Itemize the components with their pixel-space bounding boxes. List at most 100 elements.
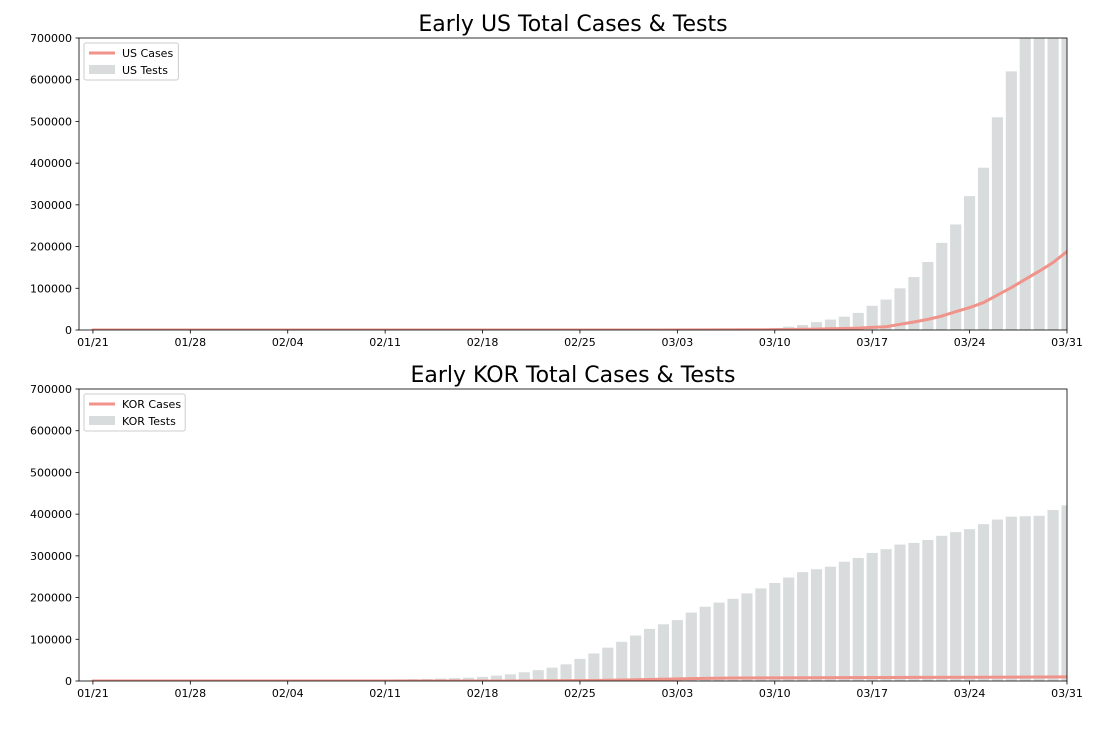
kor-x-tick-label: 02/25 <box>564 687 596 700</box>
us-x-tick-label: 01/21 <box>77 336 109 349</box>
us-tests-bar <box>977 167 990 330</box>
us-plot-area <box>91 38 1067 330</box>
us-tests-bar <box>1061 38 1067 330</box>
us-y-tick-label: 500000 <box>30 115 72 128</box>
us-tests-bar <box>1005 71 1017 330</box>
kor-tests-bar <box>977 524 990 681</box>
kor-tests-bar <box>797 572 809 681</box>
us-tests-bar <box>852 312 864 330</box>
us-x-tick-label: 03/17 <box>856 336 888 349</box>
kor-tests-bar <box>741 593 753 681</box>
kor-tests-bar <box>880 549 892 681</box>
kor-tests-bar <box>630 635 642 681</box>
kor-chart-panel: Early KOR Total Cases & Tests 0 100000 200… <box>30 363 1083 700</box>
kor-tests-bar <box>463 677 475 681</box>
us-x-tick-label: 02/25 <box>564 336 596 349</box>
kor-tests-bar <box>908 542 920 681</box>
kor-x-tick-label: 02/11 <box>369 687 401 700</box>
kor-tests-bar <box>866 552 878 681</box>
us-legend-tests-swatch <box>89 65 115 74</box>
us-legend-cases-label: US Cases <box>122 47 173 60</box>
us-y-tick-label: 300000 <box>30 199 72 212</box>
us-tests-bar <box>880 299 892 330</box>
us-x-tick-label: 03/24 <box>954 336 986 349</box>
us-tests-bar <box>838 316 850 330</box>
kor-chart-title: Early KOR Total Cases & Tests <box>411 363 736 388</box>
kor-x-tick-label: 03/03 <box>662 687 694 700</box>
kor-tests-bar <box>950 532 962 681</box>
kor-x-tick-label: 03/10 <box>759 687 791 700</box>
kor-tests-bar <box>616 641 628 681</box>
us-chart-panel: Early US Total Cases & Tests 0 100000 2000… <box>30 12 1083 349</box>
kor-y-tick-label: 500000 <box>30 466 72 479</box>
us-y-tick-label: 700000 <box>30 32 72 45</box>
kor-legend-cases-label: KOR Cases <box>122 398 181 411</box>
kor-tests-bar <box>574 658 586 681</box>
us-tests-bar <box>866 305 878 330</box>
us-tests-bar <box>824 319 836 330</box>
us-y-tick-label: 600000 <box>30 74 72 87</box>
kor-x-tick-label: 01/28 <box>174 687 206 700</box>
kor-x-tick-label: 03/31 <box>1051 687 1083 700</box>
kor-tests-bar <box>546 667 558 681</box>
kor-tests-bar <box>1005 516 1017 681</box>
us-x-tick-label: 03/10 <box>759 336 791 349</box>
kor-tests-bar <box>1019 516 1031 681</box>
kor-legend-tests-label: KOR Tests <box>122 415 176 428</box>
us-x-tick-label: 01/28 <box>174 336 206 349</box>
kor-tests-bar <box>560 664 572 681</box>
us-y-tick-label: 100000 <box>30 282 72 295</box>
kor-tests-bar <box>588 653 600 681</box>
kor-tests-bar <box>490 675 503 681</box>
us-tests-bar <box>1019 38 1031 330</box>
kor-tests-bar <box>852 557 864 681</box>
us-tests-bar <box>991 117 1003 330</box>
kor-tests-bar <box>518 672 530 681</box>
kor-tests-bar <box>964 529 976 681</box>
us-legend-tests-label: US Tests <box>122 64 168 77</box>
kor-tests-bar <box>991 519 1003 681</box>
us-legend: US Cases US Tests <box>83 42 179 81</box>
us-x-tick-label: 02/04 <box>272 336 304 349</box>
kor-tests-bar <box>838 561 850 681</box>
kor-tests-bar <box>769 582 781 681</box>
kor-y-tick-label: 300000 <box>30 550 72 563</box>
kor-tests-bar <box>1033 515 1045 681</box>
kor-tests-bar <box>699 606 711 681</box>
kor-y-tick-label: 700000 <box>30 383 72 396</box>
kor-tests-bar <box>657 624 670 681</box>
us-y-tick-label: 200000 <box>30 241 72 254</box>
kor-legend: KOR Cases KOR Tests <box>83 393 186 432</box>
us-tests-bar <box>1047 38 1059 330</box>
kor-x-tick-label: 03/17 <box>856 687 888 700</box>
us-x-tick-label: 02/11 <box>369 336 401 349</box>
kor-x-tick-label: 03/24 <box>954 687 986 700</box>
us-tests-bar <box>950 224 962 330</box>
kor-tests-bar <box>671 620 683 681</box>
kor-axes-frame <box>78 388 1068 682</box>
kor-tests-bar <box>713 602 725 681</box>
kor-tests-bar <box>602 647 614 681</box>
kor-y-tick-label: 600000 <box>30 425 72 438</box>
us-tests-bar <box>894 288 906 330</box>
us-x-tick-label: 02/18 <box>467 336 499 349</box>
us-tests-bar <box>797 324 809 330</box>
us-y-tick-label: 400000 <box>30 157 72 170</box>
us-y-tick-label: 0 <box>65 324 72 337</box>
kor-x-tick-label: 01/21 <box>77 687 109 700</box>
kor-tests-bar <box>936 535 948 681</box>
kor-tests-bar <box>810 569 823 681</box>
kor-legend-tests-swatch <box>89 416 115 425</box>
kor-plot-area <box>91 505 1067 681</box>
us-tests-bar <box>922 262 934 330</box>
kor-y-tick-label: 400000 <box>30 508 72 521</box>
kor-tests-bar <box>824 566 836 681</box>
kor-tests-bar <box>783 577 795 681</box>
kor-tests-bar <box>1061 505 1067 681</box>
kor-x-tick-label: 02/18 <box>467 687 499 700</box>
kor-tests-bar <box>727 598 739 681</box>
us-cases-line <box>91 249 1067 330</box>
kor-tests-bar <box>476 676 489 681</box>
